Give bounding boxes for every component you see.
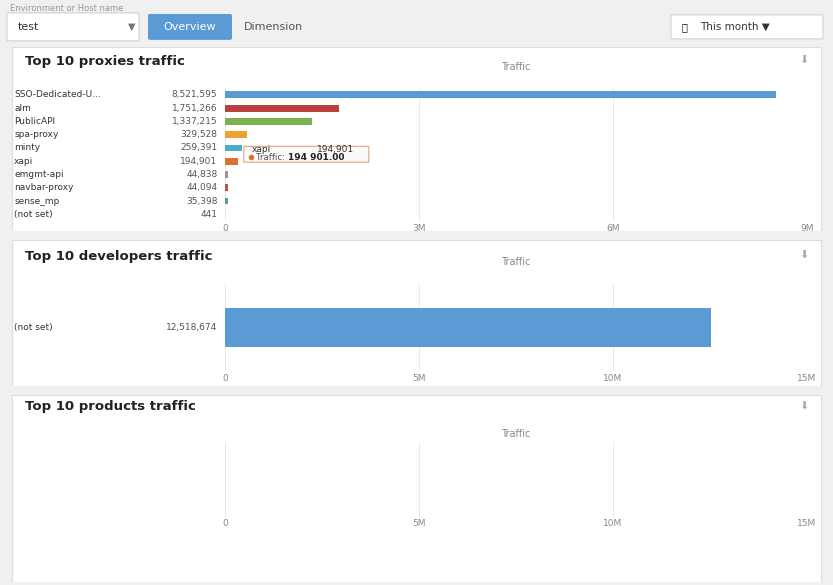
Text: ⬇: ⬇ — [799, 55, 808, 65]
Text: SSO-Dedicated-U...: SSO-Dedicated-U... — [14, 91, 101, 99]
Text: 194,901: 194,901 — [180, 157, 217, 166]
Text: 329,528: 329,528 — [180, 130, 217, 139]
Text: Overview: Overview — [164, 22, 217, 32]
Text: emgmt-api: emgmt-api — [14, 170, 63, 179]
Text: 35,398: 35,398 — [186, 197, 217, 205]
Text: 1,337,215: 1,337,215 — [172, 117, 217, 126]
FancyBboxPatch shape — [12, 240, 821, 386]
Text: sense_mp: sense_mp — [14, 197, 59, 205]
Text: Traffic:: Traffic: — [257, 153, 288, 162]
Text: This month ▼: This month ▼ — [700, 22, 770, 32]
FancyBboxPatch shape — [7, 13, 139, 41]
Text: alm: alm — [14, 104, 31, 113]
Text: 194,901: 194,901 — [317, 146, 354, 154]
Text: 194 901.00: 194 901.00 — [287, 153, 344, 162]
Bar — [226, 144, 242, 152]
Text: 8,521,595: 8,521,595 — [172, 91, 217, 99]
Text: navbar-proxy: navbar-proxy — [14, 183, 73, 192]
Text: Top 10 products traffic: Top 10 products traffic — [25, 401, 196, 414]
Text: ⬇: ⬇ — [799, 250, 808, 260]
Text: Traffic: Traffic — [501, 257, 531, 267]
Bar — [226, 158, 238, 165]
Text: ⬇: ⬇ — [799, 401, 808, 411]
FancyBboxPatch shape — [12, 395, 821, 581]
Text: (not set): (not set) — [14, 210, 52, 219]
Text: xapi: xapi — [252, 146, 271, 154]
Text: (not set): (not set) — [14, 323, 52, 332]
Text: 44,838: 44,838 — [186, 170, 217, 179]
Bar — [226, 184, 228, 191]
Bar — [226, 308, 711, 347]
Bar — [226, 118, 312, 125]
Text: 1,751,266: 1,751,266 — [172, 104, 217, 113]
FancyBboxPatch shape — [12, 47, 821, 230]
Bar — [226, 105, 338, 112]
Text: spa-proxy: spa-proxy — [14, 130, 58, 139]
Text: 12,518,674: 12,518,674 — [166, 323, 217, 332]
Text: xapi: xapi — [14, 157, 33, 166]
Text: Traffic: Traffic — [501, 61, 531, 71]
Text: Dimension: Dimension — [244, 22, 303, 32]
Bar — [226, 198, 227, 205]
Text: 📅: 📅 — [682, 22, 688, 32]
Bar — [226, 91, 776, 98]
Text: 44,094: 44,094 — [187, 183, 217, 192]
FancyBboxPatch shape — [148, 14, 232, 40]
Text: Traffic: Traffic — [501, 429, 531, 439]
Text: PublicAPI: PublicAPI — [14, 117, 55, 126]
Text: ▼: ▼ — [128, 22, 136, 32]
Text: Environment or Host name: Environment or Host name — [10, 4, 123, 13]
Text: Top 10 developers traffic: Top 10 developers traffic — [25, 250, 212, 263]
Text: minty: minty — [14, 143, 40, 153]
FancyBboxPatch shape — [244, 146, 369, 162]
FancyBboxPatch shape — [671, 15, 823, 39]
Bar — [226, 171, 228, 178]
Text: test: test — [18, 22, 39, 32]
Bar — [226, 131, 247, 138]
Text: 259,391: 259,391 — [180, 143, 217, 153]
Text: 441: 441 — [200, 210, 217, 219]
Text: Top 10 proxies traffic: Top 10 proxies traffic — [25, 55, 184, 68]
